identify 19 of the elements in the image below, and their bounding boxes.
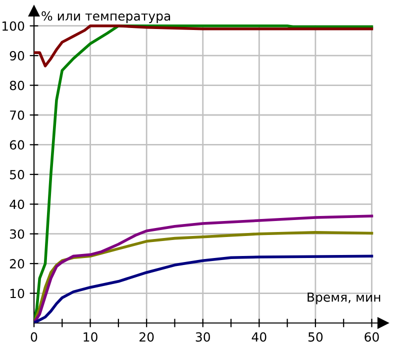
x-tick-label: 40 [252, 332, 266, 342]
y-tick-label: 60 [10, 140, 24, 150]
y-tick-label: 100 [2, 21, 24, 31]
x-axis-title: Время, мин [308, 292, 380, 304]
y-tick-label: 30 [10, 229, 24, 239]
y-tick-label: 20 [10, 259, 24, 268]
y-tick-label: 90 [10, 51, 24, 60]
y-tick-label: 70 [10, 110, 24, 120]
y-tick-label: 80 [10, 80, 24, 90]
x-tick-label: 50 [308, 332, 323, 342]
x-tick-label: 10 [84, 332, 98, 342]
x-tick-label: 30 [196, 332, 210, 342]
y-axis-title: % или температура [42, 11, 170, 24]
x-tick-label: 60 [364, 332, 379, 342]
x-tick-label: 20 [140, 332, 154, 342]
y-tick-label: 50 [10, 170, 24, 180]
y-tick-label: 10 [10, 288, 24, 298]
x-tick-label: 0 [30, 332, 38, 342]
y-tick-label: 40 [10, 200, 24, 210]
